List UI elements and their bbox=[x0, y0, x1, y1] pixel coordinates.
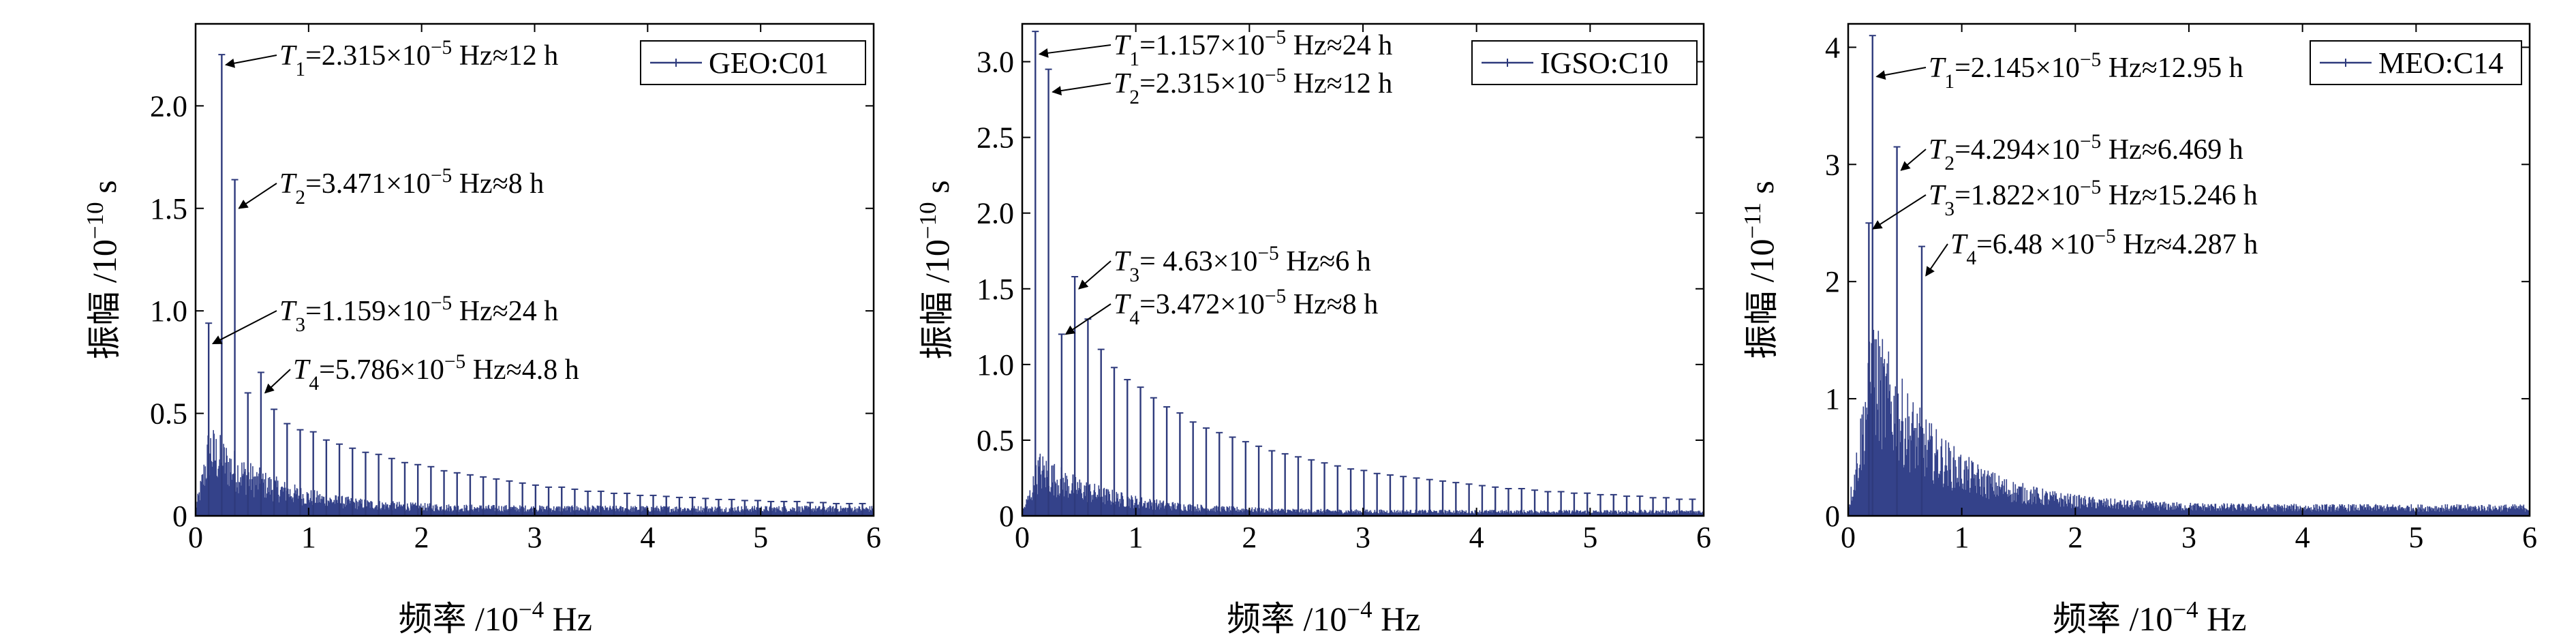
legend: IGSO:C10 bbox=[1471, 40, 1698, 85]
x-tick-label: 1 bbox=[1954, 521, 1969, 554]
noise-floor bbox=[1847, 330, 2530, 516]
annotation-arrow bbox=[238, 183, 277, 209]
x-tick-label: 4 bbox=[1469, 521, 1484, 554]
legend-label: MEO:C14 bbox=[2378, 46, 2503, 80]
x-tick-label: 5 bbox=[1582, 521, 1597, 554]
annotation-text: T4=6.48 ×10−5 Hz≈4.287 h bbox=[1950, 226, 2258, 269]
x-tick-label: 3 bbox=[1355, 521, 1370, 554]
x-tick-label: 0 bbox=[1841, 521, 1856, 554]
legend: GEO:C01 bbox=[640, 40, 866, 85]
x-axis-label: 频率 /10−4 Hz bbox=[1227, 596, 1420, 639]
x-tick-label: 6 bbox=[2522, 521, 2537, 554]
y-tick-label: 0.5 bbox=[977, 424, 1014, 457]
annotation-arrow bbox=[1900, 149, 1927, 171]
x-axis-label: 频率 /10−4 Hz bbox=[2053, 596, 2246, 639]
annotation-t2: T2=3.471×10−5 Hz≈8 h bbox=[238, 165, 544, 209]
y-axis-label: 振幅 /10−10 s bbox=[915, 180, 957, 359]
noise-stems bbox=[1847, 330, 2530, 516]
y-tick-label: 4 bbox=[1825, 31, 1840, 64]
annotation-t3: T3= 4.63×10−5 Hz≈6 h bbox=[1078, 243, 1371, 290]
legend-label: IGSO:C10 bbox=[1540, 46, 1668, 80]
legend: MEO:C14 bbox=[2310, 40, 2522, 85]
annotation-t3: T3=1.822×10−5 Hz≈15.246 h bbox=[1872, 177, 2258, 230]
x-tick-label: 1 bbox=[301, 521, 316, 554]
annotation-text: T2=3.471×10−5 Hz≈8 h bbox=[279, 165, 544, 209]
data-stems bbox=[1032, 31, 1696, 516]
x-tick-label: 2 bbox=[414, 521, 429, 554]
x-tick-label: 1 bbox=[1129, 521, 1144, 554]
y-tick-label: 0 bbox=[1825, 500, 1840, 533]
y-tick-label: 2 bbox=[1825, 265, 1840, 298]
y-tick-label: 2.5 bbox=[977, 121, 1014, 155]
annotation-t3: T3=1.159×10−5 Hz≈24 h bbox=[211, 292, 558, 345]
annotation-arrow bbox=[225, 55, 277, 68]
annotation-arrow bbox=[1064, 303, 1111, 335]
chart-panel-igso-c10: 0 1 2 3 4 5 6 0 0.5 1.0 1.5 2.0 2.5 3.0 频率 /10−4 Hz 振幅 … bbox=[915, 22, 1711, 639]
annotation-arrow bbox=[1052, 82, 1111, 95]
x-tick-label: 2 bbox=[2068, 521, 2083, 554]
legend-label: GEO:C01 bbox=[709, 46, 829, 80]
annotation-t4: T4=6.48 ×10−5 Hz≈4.287 h bbox=[1925, 226, 2258, 277]
annotation-text: T3= 4.63×10−5 Hz≈6 h bbox=[1114, 243, 1371, 286]
y-axis-label: 振幅 /10−10 s bbox=[82, 180, 124, 359]
y-tick-label: 0 bbox=[172, 500, 187, 533]
annotation-arrow bbox=[1872, 194, 1927, 230]
y-tick-label: 0.5 bbox=[150, 397, 187, 431]
x-tick-label: 2 bbox=[1242, 521, 1257, 554]
annotation-t4: T4=3.472×10−5 Hz≈8 h bbox=[1064, 286, 1378, 335]
annotation-arrow bbox=[264, 369, 291, 394]
y-tick-label: 1.5 bbox=[977, 273, 1014, 306]
x-tick-label: 6 bbox=[1696, 521, 1711, 554]
annotation-text: T1=2.145×10−5 Hz≈12.95 h bbox=[1929, 49, 2243, 93]
annotation-text: T3=1.822×10−5 Hz≈15.246 h bbox=[1929, 177, 2258, 220]
annotation-t2: T2=2.315×10−5 Hz≈12 h bbox=[1052, 65, 1392, 108]
chart-panel-geo-c01: 0 1 2 3 4 5 6 0 0.5 1.0 1.5 2.0 频率 /10−4 Hz 振幅 /10−10… bbox=[82, 22, 881, 639]
y-tick-label: 2.0 bbox=[150, 89, 187, 123]
data-stems bbox=[1865, 35, 1925, 516]
data-stems bbox=[205, 54, 866, 516]
x-tick-label: 3 bbox=[2181, 521, 2196, 554]
annotation-text: T1=1.157×10−5 Hz≈24 h bbox=[1114, 27, 1392, 70]
annotation-text: T2=4.294×10−5 Hz≈6.469 h bbox=[1929, 131, 2243, 174]
annotation-text: T4=5.786×10−5 Hz≈4.8 h bbox=[293, 351, 579, 395]
annotation-text: T2=2.315×10−5 Hz≈12 h bbox=[1114, 65, 1392, 108]
annotation-t1: T1=2.145×10−5 Hz≈12.95 h bbox=[1875, 49, 2243, 93]
x-tick-label: 3 bbox=[527, 521, 542, 554]
y-tick-label: 1.0 bbox=[977, 348, 1014, 382]
y-tick-label: 1.5 bbox=[150, 192, 187, 226]
annotation-arrow bbox=[1925, 243, 1948, 277]
axes-frame bbox=[1847, 22, 2531, 517]
y-tick-label: 1.0 bbox=[150, 294, 187, 328]
x-tick-label: 4 bbox=[2295, 521, 2310, 554]
annotation-t1: T1=2.315×10−5 Hz≈12 h bbox=[225, 37, 558, 80]
x-tick-label: 4 bbox=[640, 521, 655, 554]
annotation-arrow bbox=[1078, 260, 1111, 290]
annotation-text: T1=2.315×10−5 Hz≈12 h bbox=[279, 37, 558, 80]
x-tick-label: 0 bbox=[188, 521, 203, 554]
annotation-t1: T1=1.157×10−5 Hz≈24 h bbox=[1038, 27, 1392, 70]
annotation-text: T3=1.159×10−5 Hz≈24 h bbox=[279, 292, 558, 336]
y-tick-label: 2.0 bbox=[977, 197, 1014, 230]
annotation-t4: T4=5.786×10−5 Hz≈4.8 h bbox=[264, 351, 579, 395]
annotation-arrow bbox=[1038, 44, 1111, 58]
annotation-arrow bbox=[211, 310, 277, 345]
y-axis-label: 振幅 /10−11 s bbox=[1739, 181, 1781, 359]
annotation-arrow bbox=[1875, 67, 1927, 80]
x-tick-label: 5 bbox=[753, 521, 768, 554]
y-tick-label: 0 bbox=[999, 500, 1014, 533]
chart-panel-meo-c14: 0 1 2 3 4 5 6 0 1 2 3 4 频率 /10−4 Hz 振幅 /10−11 s MEO:C1… bbox=[1739, 22, 2537, 639]
annotation-t2: T2=4.294×10−5 Hz≈6.469 h bbox=[1900, 131, 2243, 174]
y-tick-label: 3 bbox=[1825, 148, 1840, 181]
x-tick-label: 6 bbox=[866, 521, 881, 554]
x-axis-label: 频率 /10−4 Hz bbox=[399, 596, 592, 639]
annotation-text: T4=3.472×10−5 Hz≈8 h bbox=[1114, 286, 1378, 329]
x-tick-label: 5 bbox=[2408, 521, 2423, 554]
x-tick-label: 0 bbox=[1015, 521, 1030, 554]
y-tick-label: 3.0 bbox=[977, 46, 1014, 79]
y-tick-label: 1 bbox=[1825, 382, 1840, 416]
axes-frame bbox=[194, 22, 875, 517]
